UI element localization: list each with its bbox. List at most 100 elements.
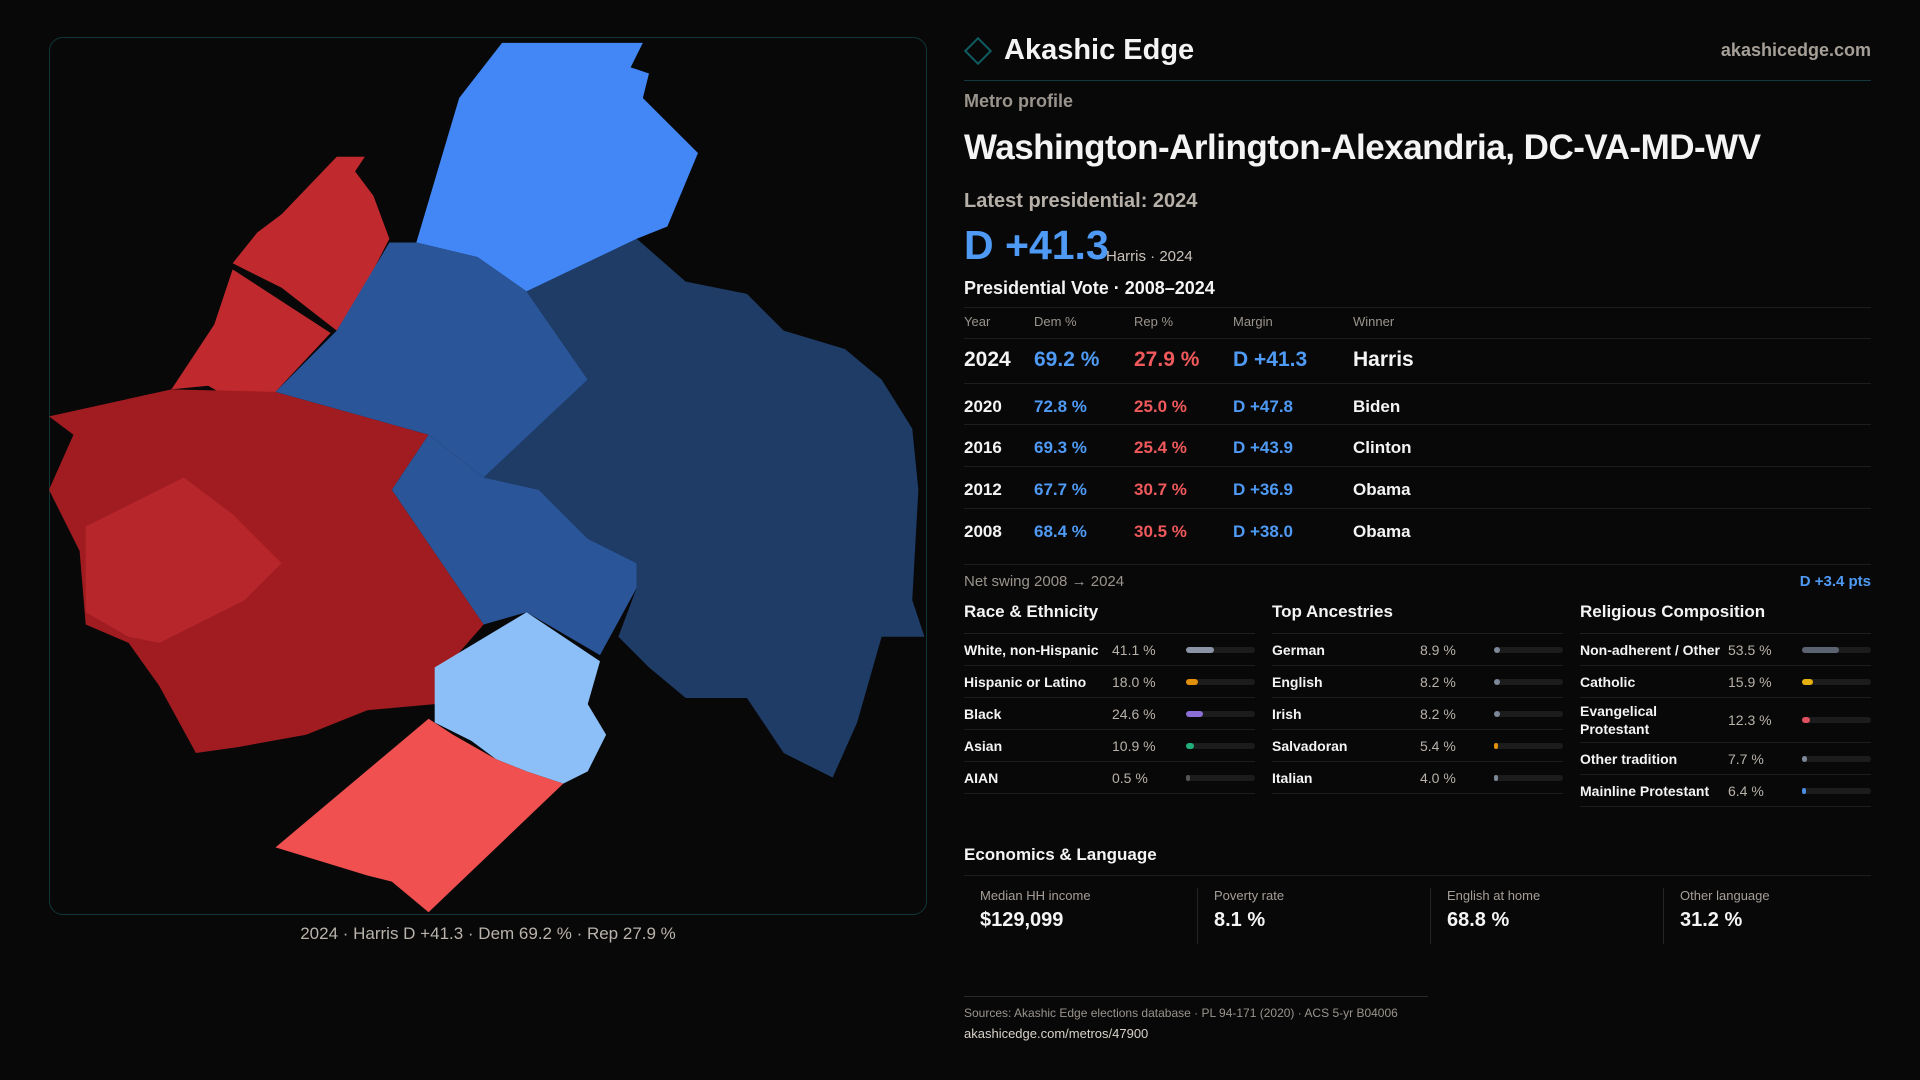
item-value: 6.4 % xyxy=(1728,782,1764,799)
divider xyxy=(964,338,1871,339)
sources: Sources: Akashic Edge elections database… xyxy=(964,1006,1398,1020)
item-label: German xyxy=(1272,641,1325,658)
column-header: Margin xyxy=(1233,314,1273,329)
county-likely-rep-north[interactable] xyxy=(232,156,390,331)
bar-track xyxy=(1802,646,1871,653)
bar-fill xyxy=(1494,646,1501,653)
table-cell: 2016 xyxy=(964,438,1002,457)
page-title: Washington-Arlington-Alexandria, DC-VA-M… xyxy=(964,128,1761,167)
bar-track xyxy=(1494,646,1563,653)
table-cell: D +47.8 xyxy=(1233,397,1294,416)
list-item: Salvadoran 5.4 % xyxy=(1272,730,1563,762)
econ-card: Poverty rate 8.1 % xyxy=(1197,888,1429,944)
item-value: 7.7 % xyxy=(1728,750,1764,767)
bar-fill xyxy=(1494,678,1500,685)
item-value: 53.5 % xyxy=(1728,641,1772,658)
divider xyxy=(964,996,1428,997)
table-cell: D +36.9 xyxy=(1233,480,1294,499)
brand-name: Akashic Edge xyxy=(1004,34,1195,66)
item-label: Evangelical Protestant xyxy=(1580,703,1658,737)
section-2: Religious Composition Non-adherent / Othe… xyxy=(1580,602,1871,807)
list-item: German 8.9 % xyxy=(1272,634,1563,666)
bar-fill xyxy=(1802,678,1813,685)
item-value: 5.4 % xyxy=(1420,737,1456,754)
item-value: 8.9 % xyxy=(1420,641,1456,658)
bar-track xyxy=(1802,787,1871,794)
table-cell: 2020 xyxy=(964,397,1002,416)
item-label: White, non-Hispanic xyxy=(964,641,1099,658)
divider xyxy=(964,307,1871,308)
footer-url[interactable]: akashicedge.com/metros/47900 xyxy=(964,1026,1149,1041)
bar-track xyxy=(1802,678,1871,685)
column-header: Winner xyxy=(1353,314,1395,329)
county-likely-rep-west[interactable] xyxy=(171,269,331,411)
section-title: Religious Composition xyxy=(1580,602,1871,634)
table-cell: 30.5 % xyxy=(1134,522,1187,541)
bar-fill xyxy=(1494,710,1500,717)
table-cell: Clinton xyxy=(1353,438,1412,457)
list-item: English 8.2 % xyxy=(1272,666,1563,698)
list-item: Hispanic or Latino 18.0 % xyxy=(964,666,1255,698)
divider xyxy=(964,564,1871,565)
map-caption: 2024 · Harris D +41.3 · Dem 69.2 % · Rep… xyxy=(300,924,676,943)
econ-label: Other language xyxy=(1680,888,1770,903)
item-value: 8.2 % xyxy=(1420,705,1456,722)
bar-fill xyxy=(1186,742,1194,749)
item-label: English xyxy=(1272,673,1323,690)
bar-fill xyxy=(1186,678,1199,685)
bar-track xyxy=(1494,774,1563,781)
econ-label: English at home xyxy=(1447,888,1541,903)
item-value: 15.9 % xyxy=(1728,673,1772,690)
item-label: Black xyxy=(964,705,1002,722)
econ-label: Poverty rate xyxy=(1214,888,1285,903)
bar-fill xyxy=(1802,646,1839,653)
bar-track xyxy=(1802,717,1871,723)
vote-table-title: Presidential Vote · 2008–2024 xyxy=(964,278,1215,298)
bar-track xyxy=(1186,774,1255,781)
list-item: Catholic 15.9 % xyxy=(1580,666,1871,698)
list-item: Italian 4.0 % xyxy=(1272,762,1563,794)
profile-panel: Akashic Edge akashicedge.com Metro profi… xyxy=(963,0,1920,1080)
bar-track xyxy=(1186,710,1255,717)
bar-fill xyxy=(1494,742,1498,749)
table-cell: 69.2 % xyxy=(1034,348,1100,371)
list-item: Black 24.6 % xyxy=(964,698,1255,730)
econ-label: Median HH income xyxy=(980,888,1091,903)
list-item: Non-adherent / Other 53.5 % xyxy=(1580,634,1871,666)
county-likely-rep-central[interactable] xyxy=(85,477,282,643)
item-label: AIAN xyxy=(964,769,999,786)
table-cell: D +43.9 xyxy=(1233,438,1294,457)
site-link[interactable]: akashicedge.com xyxy=(1720,40,1871,60)
latest-label: Latest presidential: 2024 xyxy=(964,190,1198,212)
county-tilt-dem-south[interactable] xyxy=(434,612,607,784)
county-likely-dem-north[interactable] xyxy=(275,242,588,478)
bar-track xyxy=(1494,742,1563,749)
bar-fill xyxy=(1802,717,1811,723)
list-item: Mainline Protestant 6.4 % xyxy=(1580,775,1871,807)
econ-value: 68.8 % xyxy=(1447,909,1510,931)
county-likely-dem-central[interactable] xyxy=(391,434,637,656)
divider xyxy=(964,383,1871,384)
table-cell: 68.4 % xyxy=(1034,522,1087,541)
econ-value: 8.1 % xyxy=(1214,909,1266,931)
brand: Akashic Edge xyxy=(963,34,1195,67)
item-label: Salvadoran xyxy=(1272,737,1348,754)
table-cell: 67.7 % xyxy=(1034,480,1087,499)
table-cell: 25.4 % xyxy=(1134,438,1187,457)
item-label: Asian xyxy=(964,737,1003,754)
section-title: Race & Ethnicity xyxy=(964,602,1255,634)
list-item: White, non-Hispanic 41.1 % xyxy=(964,634,1255,666)
section-0: Race & Ethnicity White, non-Hispanic 41.1 … xyxy=(964,602,1255,794)
divider xyxy=(964,508,1871,509)
county-safe-dem-east[interactable] xyxy=(483,238,925,778)
item-value: 12.3 % xyxy=(1728,712,1772,728)
economics-title: Economics & Language xyxy=(964,845,1157,864)
econ-card: Other language 31.2 % xyxy=(1663,888,1895,944)
list-item: Other tradition 7.7 % xyxy=(1580,743,1871,775)
item-label: Catholic xyxy=(1580,673,1636,690)
item-value: 10.9 % xyxy=(1112,737,1156,754)
county-lean-dem-north[interactable] xyxy=(416,42,698,292)
table-cell: Obama xyxy=(1353,522,1411,541)
county-lean-rep-south[interactable] xyxy=(275,718,564,913)
